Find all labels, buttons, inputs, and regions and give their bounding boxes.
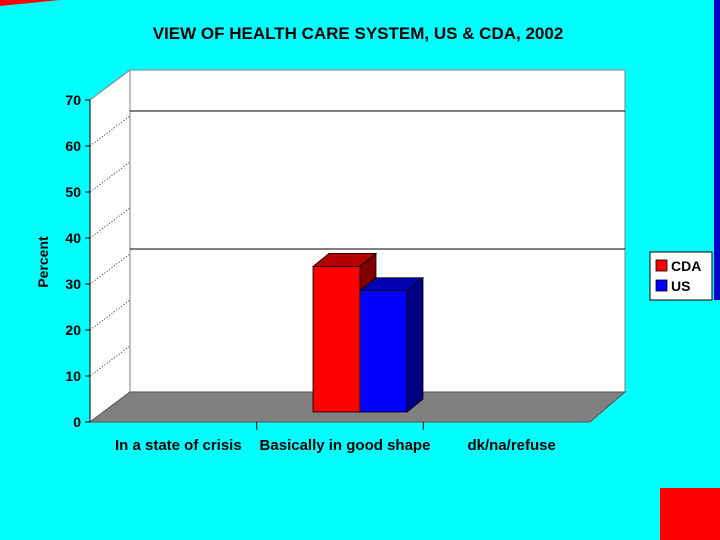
side-gridline bbox=[89, 207, 131, 239]
legend-label: CDA bbox=[671, 258, 701, 274]
bar-side bbox=[406, 276, 424, 413]
legend-swatch bbox=[655, 279, 668, 292]
y-tick-label: 30 bbox=[65, 276, 81, 292]
side-gridline bbox=[89, 253, 131, 285]
chart-title: VIEW OF HEALTH CARE SYSTEM, US & CDA, 20… bbox=[153, 24, 564, 43]
bar bbox=[312, 265, 361, 413]
x-tick-label: dk/na/refuse bbox=[467, 437, 555, 454]
legend-swatch bbox=[655, 259, 668, 272]
x-tick-label: In a state of crisis bbox=[115, 437, 242, 454]
corner-block bbox=[660, 488, 720, 540]
bar bbox=[359, 290, 408, 413]
x-tick-label: Basically in good shape bbox=[260, 437, 431, 454]
side-gridline bbox=[89, 115, 131, 147]
side-gridline bbox=[89, 161, 131, 193]
corner-decoration bbox=[0, 0, 60, 6]
y-tick-label: 60 bbox=[65, 138, 81, 154]
legend-label: US bbox=[671, 278, 690, 294]
y-tick-label: 70 bbox=[65, 92, 81, 108]
side-gridline bbox=[89, 299, 131, 331]
y-tick-label: 10 bbox=[65, 368, 81, 384]
y-tick-label: 50 bbox=[65, 184, 81, 200]
y-tick-label: 0 bbox=[73, 414, 81, 430]
side-gridline bbox=[89, 345, 131, 377]
y-axis-label: Percent bbox=[35, 236, 51, 288]
side-wall bbox=[89, 69, 131, 423]
y-tick-label: 20 bbox=[65, 322, 81, 338]
y-tick-label: 40 bbox=[65, 230, 81, 246]
edge-decoration bbox=[714, 0, 720, 300]
